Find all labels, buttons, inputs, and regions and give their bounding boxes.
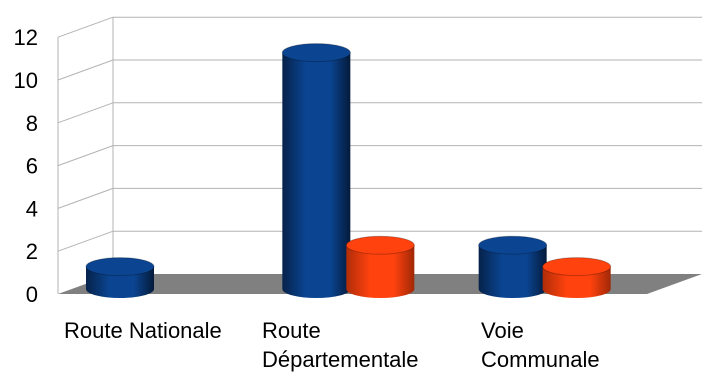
bar-body [542,266,611,298]
gridline-side [57,102,114,124]
bar-top-rim [85,257,155,277]
bar [281,43,351,298]
y-tick-label: 10 [14,68,38,93]
bar [542,257,612,298]
bar-top [542,257,611,276]
y-tick-label: 4 [26,196,38,221]
gridline-side [57,145,114,167]
bar-top-rim [345,235,415,255]
bar-top [86,257,154,276]
bar-body [478,245,547,299]
bar-body [346,245,415,298]
y-tick-label: 12 [14,25,38,50]
bar [345,235,415,298]
bar [85,257,155,298]
y-tick-label: 0 [26,282,38,307]
y-tick-label: 6 [26,154,38,179]
bar-body [86,266,154,298]
bar-top [346,236,415,255]
category-label: Route Nationale [64,318,222,343]
bar [478,235,548,299]
gridline-side [57,59,114,81]
bar-top-rim [542,257,612,277]
gridline-side [57,16,114,38]
y-tick-label: 2 [26,239,38,264]
bar-top [282,43,351,62]
bar-top-rim [281,43,351,63]
bar-body [282,52,351,298]
bar-top-rim [478,235,548,255]
bar-top [478,236,547,255]
category-label: Route Départementale [262,318,419,372]
gridline-side [57,187,114,209]
category-label: Voie Communale [481,318,600,372]
gridline-side [57,230,114,252]
y-tick-label: 8 [26,111,38,136]
